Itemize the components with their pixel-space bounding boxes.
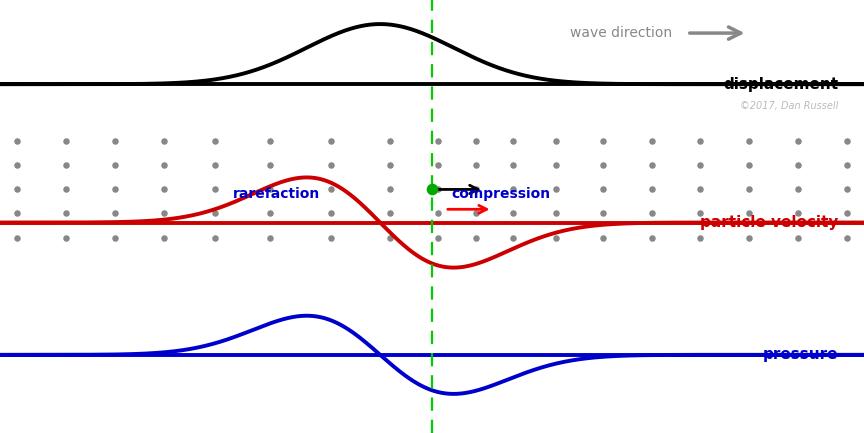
Point	[694, 162, 708, 169]
Point	[645, 138, 658, 145]
Point	[742, 234, 756, 241]
Point	[431, 138, 445, 145]
Point	[840, 138, 854, 145]
Point	[645, 234, 658, 241]
Point	[506, 186, 520, 193]
Point	[425, 186, 439, 193]
Point	[791, 162, 805, 169]
Point	[384, 186, 397, 193]
Point	[694, 210, 708, 217]
Point	[840, 186, 854, 193]
Point	[157, 138, 171, 145]
Point	[59, 210, 73, 217]
Point	[791, 186, 805, 193]
Point	[694, 234, 708, 241]
Point	[10, 162, 24, 169]
Point	[59, 138, 73, 145]
Point	[431, 234, 445, 241]
Point	[431, 162, 445, 169]
Text: particle velocity: particle velocity	[700, 215, 838, 230]
Point	[645, 186, 658, 193]
Point	[431, 186, 445, 193]
Point	[506, 210, 520, 217]
Point	[208, 210, 222, 217]
Point	[208, 138, 222, 145]
Point	[596, 186, 610, 193]
Point	[108, 234, 122, 241]
Point	[59, 162, 73, 169]
Point	[840, 162, 854, 169]
Point	[549, 210, 562, 217]
Point	[596, 162, 610, 169]
Point	[108, 186, 122, 193]
Point	[742, 162, 756, 169]
Point	[840, 210, 854, 217]
Point	[108, 210, 122, 217]
Text: rarefaction: rarefaction	[233, 187, 320, 200]
Point	[10, 234, 24, 241]
Point	[264, 138, 277, 145]
Point	[791, 210, 805, 217]
Point	[742, 186, 756, 193]
Point	[264, 186, 277, 193]
Point	[324, 234, 338, 241]
Point	[645, 162, 658, 169]
Text: compression: compression	[452, 187, 550, 200]
Point	[549, 162, 562, 169]
Point	[157, 162, 171, 169]
Point	[384, 162, 397, 169]
Point	[694, 138, 708, 145]
Point	[324, 162, 338, 169]
Point	[840, 234, 854, 241]
Point	[791, 138, 805, 145]
Point	[264, 162, 277, 169]
Point	[549, 138, 562, 145]
Point	[468, 162, 482, 169]
Point	[157, 186, 171, 193]
Point	[742, 210, 756, 217]
Point	[108, 138, 122, 145]
Text: wave direction: wave direction	[570, 26, 672, 40]
Point	[791, 234, 805, 241]
Point	[264, 234, 277, 241]
Point	[157, 210, 171, 217]
Point	[324, 210, 338, 217]
Point	[264, 210, 277, 217]
Point	[108, 162, 122, 169]
Text: ©2017, Dan Russell: ©2017, Dan Russell	[740, 101, 838, 111]
Point	[431, 210, 445, 217]
Point	[468, 234, 482, 241]
Point	[384, 234, 397, 241]
Point	[208, 162, 222, 169]
Point	[59, 186, 73, 193]
Point	[596, 210, 610, 217]
Point	[468, 138, 482, 145]
Point	[208, 234, 222, 241]
Point	[324, 186, 338, 193]
Point	[10, 186, 24, 193]
Point	[596, 138, 610, 145]
Text: displacement: displacement	[723, 77, 838, 92]
Point	[10, 210, 24, 217]
Point	[645, 210, 658, 217]
Point	[549, 186, 562, 193]
Point	[694, 186, 708, 193]
Point	[596, 234, 610, 241]
Point	[506, 162, 520, 169]
Point	[384, 138, 397, 145]
Point	[10, 138, 24, 145]
Point	[742, 138, 756, 145]
Point	[468, 186, 482, 193]
Point	[506, 138, 520, 145]
Text: pressure: pressure	[763, 347, 838, 362]
Point	[324, 138, 338, 145]
Point	[549, 234, 562, 241]
Point	[208, 186, 222, 193]
Point	[157, 234, 171, 241]
Point	[468, 210, 482, 217]
Point	[506, 234, 520, 241]
Point	[59, 234, 73, 241]
Point	[384, 210, 397, 217]
